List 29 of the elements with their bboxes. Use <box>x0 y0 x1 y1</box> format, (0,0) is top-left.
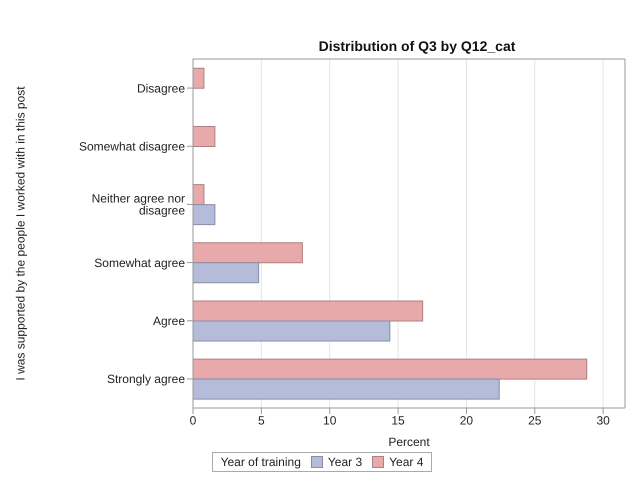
x-tick-label: 30 <box>596 414 610 428</box>
bar <box>193 320 390 342</box>
x-tick-label: 0 <box>190 414 197 428</box>
y-axis-title: I was supported by the people I worked with in this post <box>13 86 28 381</box>
y-tick-label: Somewhat disagree <box>78 140 186 154</box>
chart-title: Distribution of Q3 by Q12_cat <box>318 37 516 56</box>
bar <box>193 126 216 147</box>
bar <box>193 68 204 89</box>
y-tick-label: Neither agree nor disagree <box>92 192 186 218</box>
bar <box>193 300 424 322</box>
x-tick-label: 10 <box>323 414 337 428</box>
x-tick-label: 15 <box>391 414 406 428</box>
bar <box>193 358 588 380</box>
legend-title: Year of training <box>220 455 301 469</box>
y-tick-label: Disagree <box>136 81 186 96</box>
y-tick-label: Strongly agree <box>106 372 186 386</box>
bar <box>193 184 204 206</box>
bar <box>193 242 303 264</box>
x-tick-label: 25 <box>528 414 542 428</box>
y-tick-label: Agree <box>152 314 186 328</box>
bar <box>193 262 260 284</box>
bar <box>193 204 216 226</box>
x-tick-label: 20 <box>460 414 474 428</box>
x-tick-label: 5 <box>258 414 266 428</box>
bar <box>193 378 500 400</box>
y-tick-label: Somewhat agree <box>94 256 186 270</box>
x-axis-title: Percent <box>388 435 430 449</box>
legend-label: Year 3 <box>328 455 362 469</box>
legend-label: Year 4 <box>389 455 424 469</box>
